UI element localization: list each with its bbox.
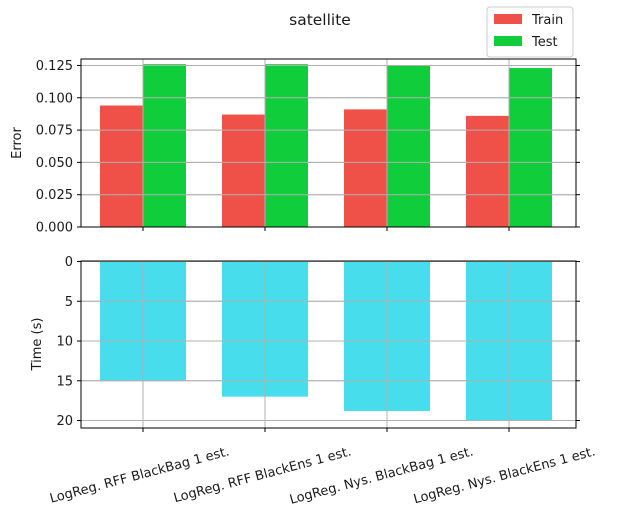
top-y-tick-label: 0.025 <box>36 188 73 203</box>
bottom-y-tick-label: 5 <box>65 295 73 310</box>
legend-label-train: Train <box>531 13 563 28</box>
top-ticks: 0.000 0.025 0.050 0.075 0.100 0.125 <box>36 59 580 236</box>
bar-test-4 <box>509 68 552 228</box>
legend-label-test: Test <box>531 35 558 50</box>
top-y-tick-label: 0.000 <box>36 221 73 236</box>
legend-swatch-test <box>494 36 522 46</box>
bottom-plot-frame <box>80 260 577 429</box>
bar-train-2 <box>222 114 265 227</box>
bottom-y-axis-label: Time (s) <box>30 318 45 372</box>
legend-swatch-train <box>494 14 522 24</box>
bottom-ticks: 0 5 10 15 20 <box>56 255 580 432</box>
chart-title: satellite <box>289 11 351 29</box>
bar-test-2 <box>265 64 308 228</box>
bar-test-3 <box>387 65 430 227</box>
bar-train-3 <box>344 109 387 227</box>
legend: Train Test <box>486 6 574 58</box>
top-plot-frame <box>80 58 577 228</box>
bottom-y-tick-label: 10 <box>56 335 73 350</box>
bottom-bars <box>81 261 576 428</box>
top-bars <box>81 59 576 228</box>
top-y-tick-label: 0.075 <box>36 124 73 139</box>
bottom-y-tick-label: 15 <box>56 374 73 389</box>
bottom-y-tick-label: 20 <box>56 414 73 429</box>
bar-test-1 <box>143 64 186 228</box>
x-tick-labels: LogReg. RFF BlackBag 1 est.LogReg. RFF B… <box>48 444 597 508</box>
bottom-y-tick-label: 0 <box>65 255 73 270</box>
top-y-tick-label: 0.125 <box>36 59 73 74</box>
bar-train-1 <box>100 105 143 227</box>
top-y-tick-label: 0.050 <box>36 156 73 171</box>
bar-train-4 <box>466 115 509 227</box>
top-y-axis-label: Error <box>10 127 25 159</box>
top-y-tick-label: 0.100 <box>36 91 73 106</box>
